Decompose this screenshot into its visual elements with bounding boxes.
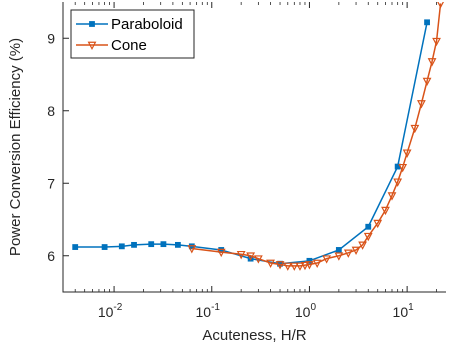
data-point-paraboloid (101, 244, 108, 250)
data-point-cone (300, 261, 310, 271)
y-tick-label: 9 (47, 30, 55, 46)
data-point-cone (373, 219, 383, 229)
data-point-cone (322, 255, 332, 264)
data-point-cone (393, 178, 403, 187)
data-point-cone (312, 259, 322, 269)
legend: Paraboloid Cone (70, 9, 195, 59)
data-point-paraboloid (160, 241, 167, 248)
data-point-paraboloid (306, 257, 313, 264)
data-point-cone (358, 241, 367, 250)
legend-box (70, 9, 195, 59)
legend-label-cone: Cone (111, 37, 147, 54)
data-point-paraboloid (365, 223, 372, 230)
legend-label-paraboloid: Paraboloid (111, 16, 183, 33)
series-line-paraboloid (75, 22, 428, 265)
data-point-cone (266, 259, 275, 269)
plot-frame (62, 2, 446, 293)
data-point-cone (432, 37, 441, 47)
x-tick-exponent: -2 (113, 302, 122, 313)
series-line-cone (191, 3, 442, 267)
data-point-paraboloid (72, 244, 79, 250)
y-tick-label: 6 (47, 248, 55, 264)
x-axis-label: Acuteness, H/R (202, 327, 306, 344)
legend-marker-paraboloid (89, 21, 95, 27)
legend-items: Paraboloid Cone (76, 16, 183, 54)
y-tick-label: 8 (47, 103, 55, 119)
y-tick-labels: 6 7 8 9 (47, 30, 55, 264)
x-tick-exponent: -1 (211, 302, 220, 313)
data-point-cone (334, 252, 344, 261)
data-point-cone (305, 261, 314, 270)
data-point-cone (363, 232, 373, 242)
data-point-cone (275, 261, 285, 270)
data-point-cone (246, 252, 256, 261)
data-point-cone (410, 124, 420, 134)
major-ticks (63, 2, 408, 292)
series-layer (72, 2, 444, 271)
data-point-cone (381, 206, 390, 216)
legend-marker-cone (87, 41, 97, 51)
data-point-cone (253, 255, 263, 264)
data-point-cone (236, 250, 246, 260)
data-point-cone (437, 2, 444, 9)
data-point-cone (351, 246, 361, 255)
data-point-cone (417, 100, 426, 109)
series-cone (187, 2, 444, 271)
data-point-paraboloid (424, 19, 430, 26)
data-point-paraboloid (174, 241, 181, 248)
x-tick-exponent: 1 (408, 302, 414, 313)
data-point-cone (187, 245, 197, 254)
data-point-cone (402, 149, 412, 158)
x-tick-exponent: 0 (310, 302, 316, 313)
data-point-cone (216, 248, 226, 258)
data-point-paraboloid (131, 241, 137, 248)
data-point-cone (398, 163, 408, 173)
data-point-cone (343, 249, 353, 258)
data-point-cone (427, 58, 437, 67)
data-point-cone (295, 262, 305, 271)
data-point-paraboloid (335, 247, 342, 253)
data-point-cone (289, 262, 299, 271)
data-point-paraboloid (148, 241, 155, 248)
data-point-cone (387, 192, 397, 201)
data-point-paraboloid (118, 243, 125, 250)
y-tick-label: 7 (47, 175, 55, 191)
data-point-cone (422, 77, 432, 87)
data-point-cone (283, 262, 293, 271)
y-axis-label: Power Conversion Efficiency (%) (7, 38, 24, 256)
